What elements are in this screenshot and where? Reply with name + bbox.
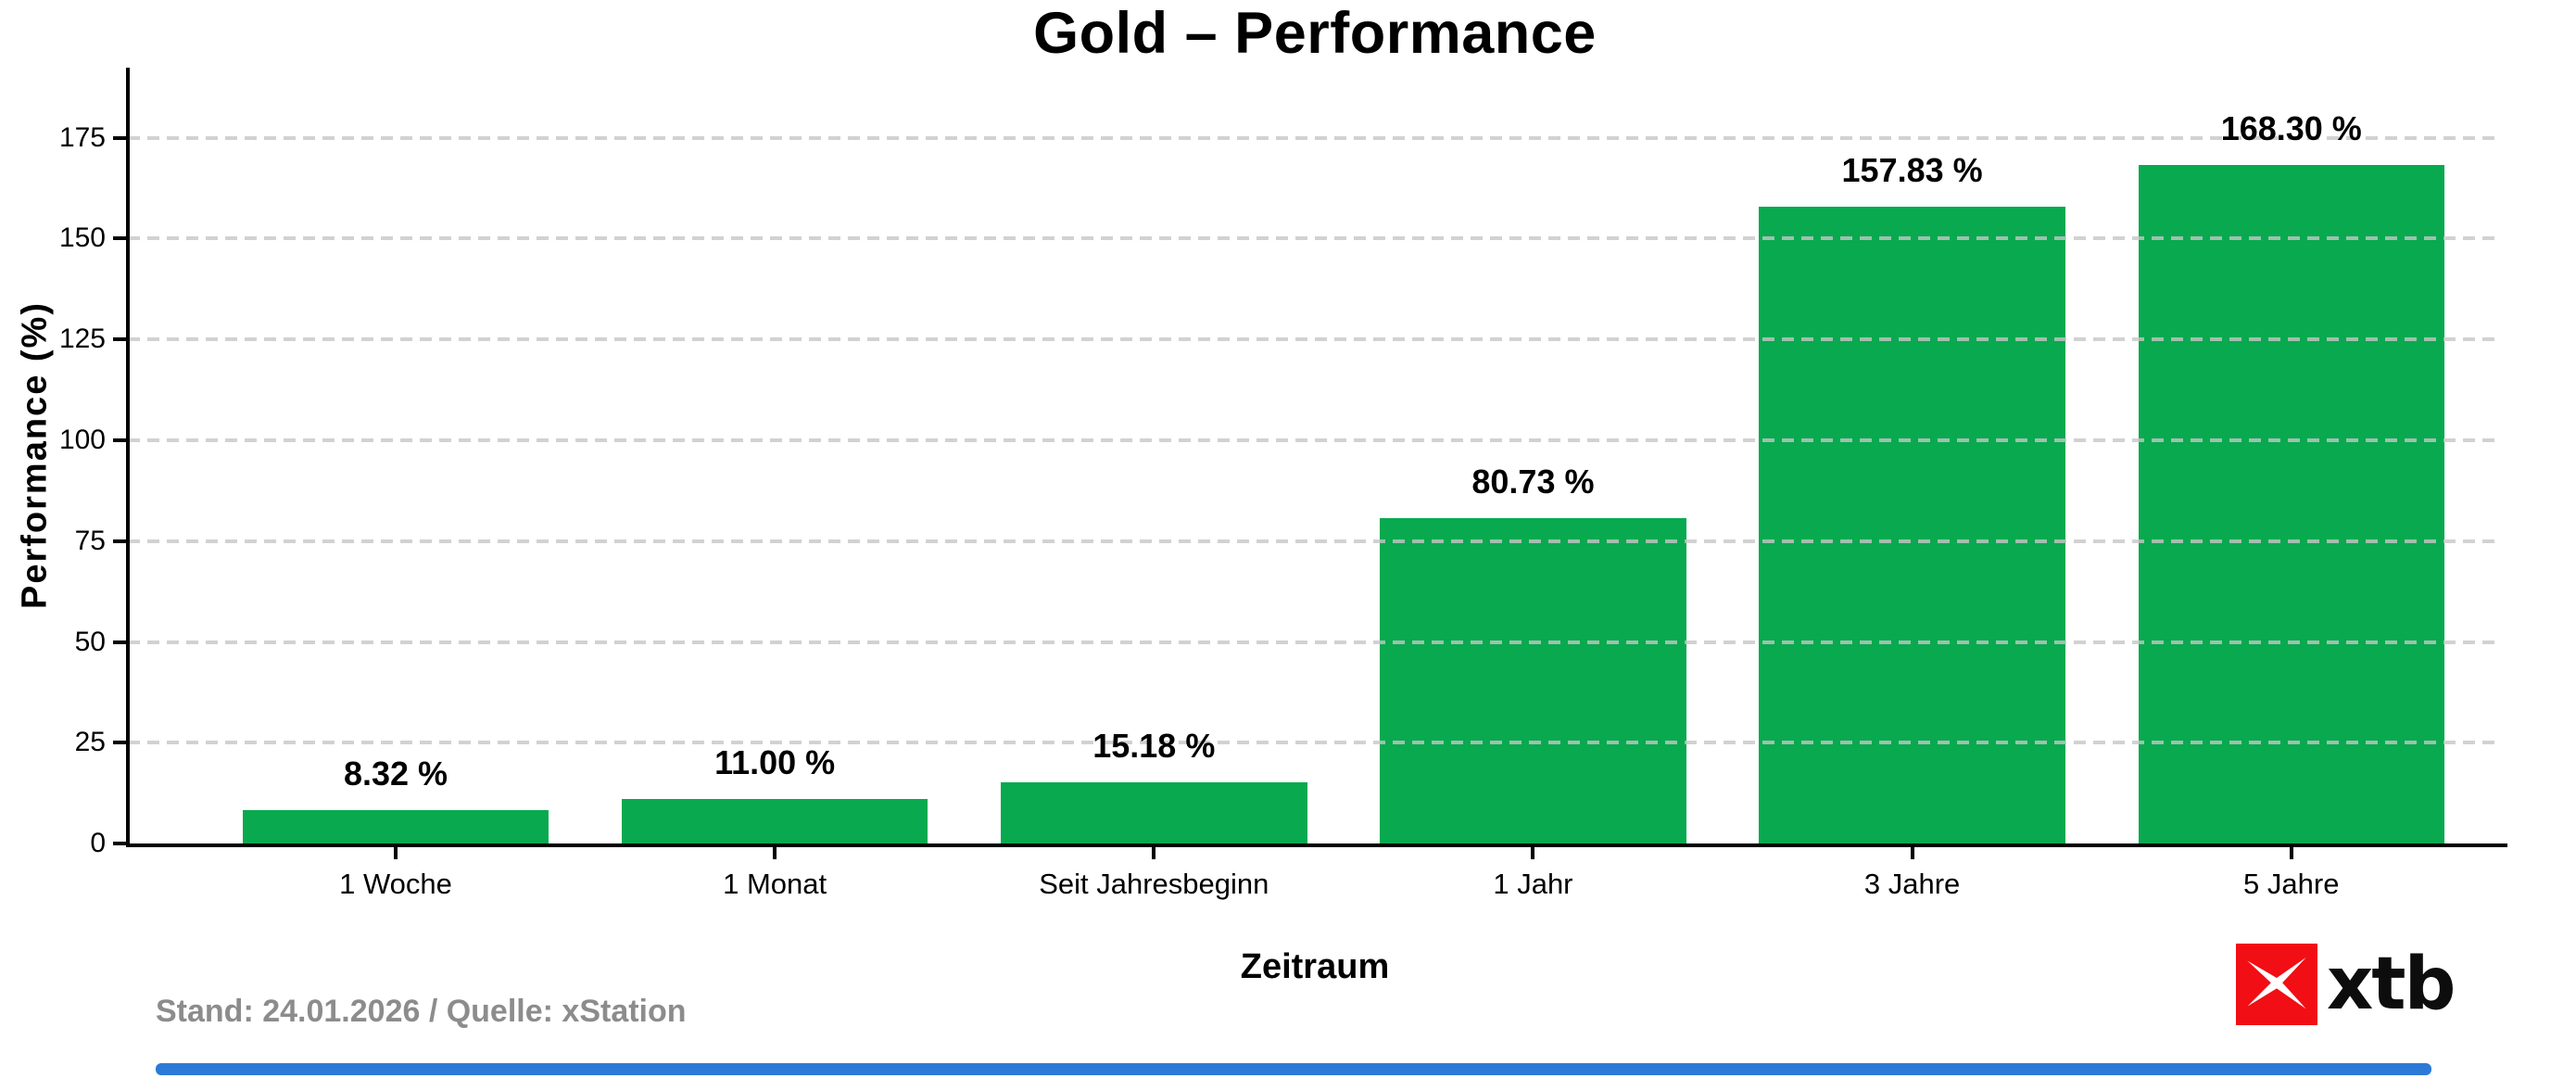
xtb-wordmark: xtb xyxy=(2327,943,2456,1026)
xtb-x-icon xyxy=(2236,944,2317,1025)
y-tick-mark xyxy=(113,236,126,241)
bar-value-label: 8.32 % xyxy=(343,754,448,793)
chart-title: Gold – Performance xyxy=(1033,1,1597,66)
y-tick-label: 175 xyxy=(58,121,106,153)
x-tick-mark xyxy=(1910,847,1914,859)
gridline-75 xyxy=(128,539,2502,543)
x-tick-label: 5 Jahre xyxy=(2243,868,2340,900)
y-tick-mark xyxy=(113,337,126,342)
bar-3 xyxy=(1001,781,1307,843)
y-axis-title: Performance (%) xyxy=(15,301,55,610)
x-tick-mark xyxy=(773,847,777,859)
gridline-125 xyxy=(128,337,2502,342)
x-axis-line xyxy=(126,843,2507,847)
x-tick-label: 1 Monat xyxy=(723,868,827,900)
y-tick-label: 75 xyxy=(74,525,106,556)
x-tick-mark xyxy=(393,847,398,859)
x-tick-label: 1 Woche xyxy=(339,868,452,900)
bar-value-label: 157.83 % xyxy=(1841,151,1983,190)
x-axis-title: Zeitraum xyxy=(1240,947,1390,986)
bar-6 xyxy=(2138,164,2444,843)
y-tick-label: 0 xyxy=(90,828,106,858)
gridline-50 xyxy=(128,640,2502,644)
y-tick-mark xyxy=(113,135,126,140)
source-note: Stand: 24.01.2026 / Quelle: xStation xyxy=(156,994,687,1029)
y-tick-label: 50 xyxy=(74,626,106,657)
plot-area: 0 25 50 75 100 125 150 175 8.32 % 1 Woche 11.00 % 1… xyxy=(59,68,2507,900)
bar-4 xyxy=(1380,517,1686,843)
bar-2 xyxy=(621,799,928,843)
y-tick-mark xyxy=(113,842,126,845)
gridline-175 xyxy=(128,135,2502,140)
gridline-100 xyxy=(128,438,2502,442)
y-tick-label: 25 xyxy=(74,727,106,758)
bar-value-label: 11.00 % xyxy=(714,743,836,782)
bar-value-label: 15.18 % xyxy=(1092,726,1216,765)
horizontal-scrollbar-thumb[interactable] xyxy=(156,1063,2431,1075)
gridline-150 xyxy=(128,236,2502,241)
bar-value-label: 168.30 % xyxy=(2220,108,2362,147)
bar-1 xyxy=(242,809,549,843)
y-tick-mark xyxy=(113,640,126,644)
y-axis-line xyxy=(126,68,130,845)
x-tick-mark xyxy=(2289,847,2293,859)
y-tick-label: 150 xyxy=(58,222,106,254)
x-tick-mark xyxy=(1152,847,1156,859)
y-tick-mark xyxy=(113,539,126,543)
gridline-25 xyxy=(128,741,2502,745)
y-tick-mark xyxy=(113,741,126,745)
bar-value-label: 80.73 % xyxy=(1471,462,1595,501)
y-tick-label: 125 xyxy=(58,323,106,355)
xtb-logo: xtb xyxy=(2236,943,2456,1026)
x-tick-mark xyxy=(1531,847,1535,859)
x-tick-label: 3 Jahre xyxy=(1863,868,1961,900)
x-tick-label: 1 Jahr xyxy=(1493,868,1573,900)
y-tick-label: 100 xyxy=(58,424,106,455)
bar-5 xyxy=(1759,207,2065,843)
y-tick-mark xyxy=(113,438,126,442)
x-tick-label: Seit Jahresbeginn xyxy=(1039,868,1269,900)
